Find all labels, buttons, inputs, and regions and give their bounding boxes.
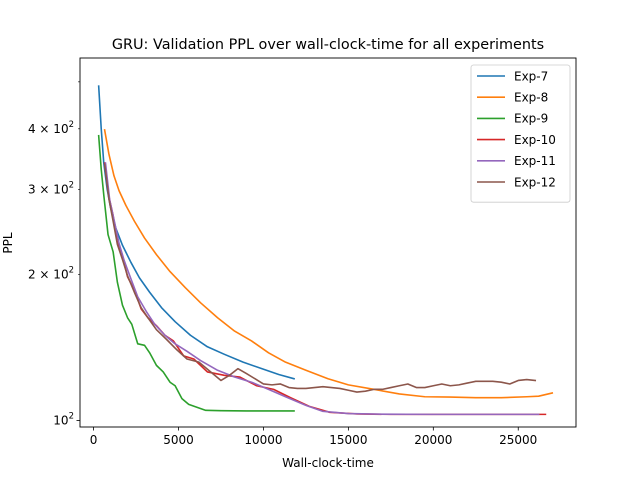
x-tick-label: 25000 xyxy=(499,433,537,447)
x-tick-label: 5000 xyxy=(163,433,194,447)
legend-entry-label: Exp-9 xyxy=(514,112,548,126)
x-tick-label: 0 xyxy=(90,433,98,447)
series-line-exp-11 xyxy=(104,162,540,416)
axes: 0 5000 10000 15000 20000 25000 102 2 × 102 3 × 1… xyxy=(28,57,577,447)
legend: Exp-7 Exp-8 Exp-9 Exp-10 Exp-11 Exp-12 xyxy=(470,64,571,203)
x-tick-label: 20000 xyxy=(414,433,452,447)
x-tick-label: 15000 xyxy=(329,433,367,447)
series-line-exp-9 xyxy=(97,134,295,412)
y-tick-label: 102 xyxy=(53,412,74,428)
y-tick-label: 3 × 102 xyxy=(28,180,74,196)
legend-entry-label: Exp-8 xyxy=(514,91,548,105)
chart-title: GRU: Validation PPL over wall-clock-time… xyxy=(112,37,544,53)
y-tick-label: 4 × 102 xyxy=(28,120,74,136)
series-line-exp-8 xyxy=(103,128,554,399)
legend-entry-label: Exp-12 xyxy=(514,175,556,189)
legend-entry-label: Exp-10 xyxy=(514,133,556,147)
y-tick-label: 2 × 102 xyxy=(28,266,74,282)
series-line-exp-12 xyxy=(103,163,537,393)
y-axis-label: PPL xyxy=(1,232,15,253)
legend-entry-label: Exp-11 xyxy=(514,154,556,168)
legend-entry-label: Exp-7 xyxy=(514,69,548,83)
x-axis-label: Wall-clock-time xyxy=(282,456,374,470)
x-tick-label: 10000 xyxy=(244,433,282,447)
plot-area xyxy=(97,85,554,416)
axes-frame xyxy=(79,57,577,428)
legend-box xyxy=(470,64,571,203)
